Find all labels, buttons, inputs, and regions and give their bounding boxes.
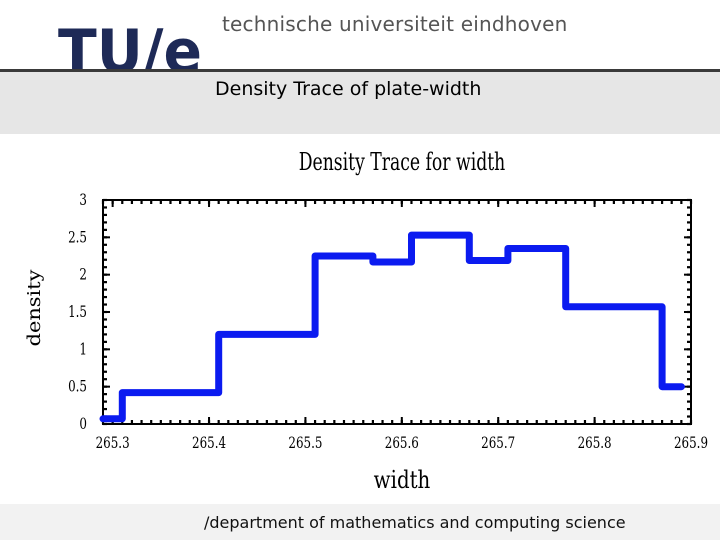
chart-title: Density Trace for width	[299, 148, 506, 176]
y-axis-ticks	[103, 198, 691, 426]
header-bar: TU/e technische universiteit eindhoven	[0, 0, 720, 82]
y-axis-tick-labels: 0 0.5 1 1.5 2 2.5 3	[68, 192, 87, 434]
y-axis-label: density	[23, 270, 44, 347]
y-tick-label: 1.5	[68, 304, 87, 322]
y-tick-label: 0	[79, 416, 87, 434]
y-tick-label: 1	[79, 341, 87, 359]
x-tick-label: 265.5	[288, 435, 322, 453]
x-tick-label: 265.4	[192, 435, 226, 453]
x-tick-label: 265.9	[674, 435, 708, 453]
x-tick-label: 265.3	[96, 435, 130, 453]
x-tick-label: 265.7	[481, 435, 515, 453]
header-divider	[0, 69, 720, 72]
y-tick-label: 0.5	[68, 378, 87, 396]
series-layer	[99, 231, 685, 423]
y-tick-label: 3	[79, 192, 87, 210]
footer-department: /department of mathematics and computing…	[204, 513, 626, 532]
x-axis-label: width	[374, 466, 431, 494]
x-axis-tick-labels: 265.3 265.4 265.5 265.6 265.7 265.8 265.9	[96, 435, 708, 453]
footer-band	[0, 504, 720, 540]
university-name: technische universiteit eindhoven	[222, 12, 568, 36]
y-tick-label: 2	[79, 266, 87, 284]
title-band	[0, 72, 720, 134]
x-tick-label: 265.8	[578, 435, 612, 453]
y-tick-label: 2.5	[68, 229, 87, 247]
density-trace-line	[99, 231, 685, 423]
x-tick-label: 265.6	[385, 435, 419, 453]
density-trace-chart: Density Trace for width 265.3 265.4 265.5 2…	[23, 148, 708, 494]
slide-title: Density Trace of plate-width	[215, 78, 482, 100]
